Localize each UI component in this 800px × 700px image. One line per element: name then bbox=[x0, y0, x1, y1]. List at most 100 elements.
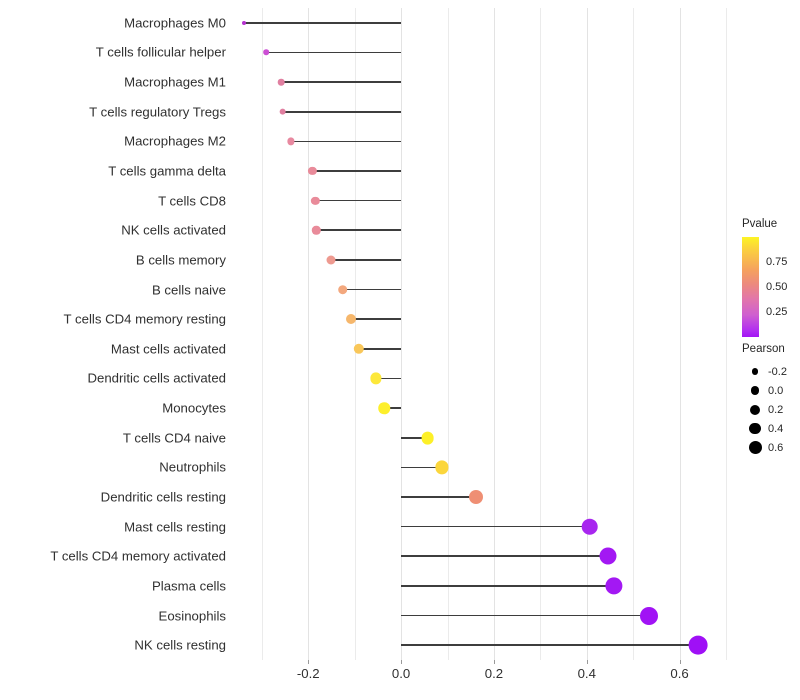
pvalue-legend-title: Pvalue bbox=[742, 218, 778, 230]
pearson-legend-dot bbox=[748, 441, 762, 454]
lollipop-point[interactable] bbox=[311, 226, 321, 235]
lollipop-stem bbox=[358, 348, 402, 350]
lollipop-point[interactable] bbox=[435, 460, 449, 474]
x-axis: -0.2 0.0 0.2 0.4 0.6 bbox=[234, 660, 726, 690]
lollipop-stem bbox=[376, 377, 402, 380]
lollipop-point[interactable] bbox=[421, 431, 434, 445]
pearson-legend-dot bbox=[750, 404, 760, 415]
lollipop-stem bbox=[401, 555, 609, 558]
y-axis-labels: Macrophages M0 T cells follicular helper M… bbox=[0, 8, 226, 660]
x-axis-tick-label: 0.6 bbox=[670, 666, 689, 681]
y-axis-tick-label: Dendritic cells resting bbox=[100, 489, 226, 505]
colorbar-tick-mark bbox=[759, 262, 763, 263]
pearson-legend-label: 0.6 bbox=[768, 441, 784, 454]
gridline-major bbox=[679, 8, 681, 660]
pearson-legend-label: 0.4 bbox=[768, 422, 784, 435]
pearson-legend-dot-cell bbox=[742, 386, 768, 395]
pearson-legend-dot bbox=[750, 386, 760, 395]
lollipop-point[interactable] bbox=[581, 518, 598, 535]
pearson-legend-entry: 0.2 bbox=[742, 400, 800, 419]
y-axis-tick-label: B cells naive bbox=[151, 281, 226, 297]
colorbar-tick-label: 0.25 bbox=[766, 306, 788, 318]
lollipop-stem bbox=[401, 585, 615, 587]
lollipop-point[interactable] bbox=[353, 343, 365, 355]
pearson-legend-dot bbox=[749, 422, 761, 435]
lollipop-point[interactable] bbox=[688, 635, 708, 655]
lollipop-point[interactable] bbox=[241, 20, 246, 25]
lollipop-stem bbox=[266, 51, 402, 54]
y-axis-tick-label: Monocytes bbox=[162, 400, 226, 416]
lollipop-point[interactable] bbox=[599, 547, 617, 565]
pearson-legend-label: -0.2 bbox=[768, 365, 787, 378]
y-axis-tick-label: T cells gamma delta bbox=[108, 163, 226, 179]
x-axis-tick-mark bbox=[308, 660, 310, 664]
pearson-legend-entry: 0.0 bbox=[742, 381, 800, 400]
pearson-size-legend: Pearson -0.2 0.0 0.2 0.4 0.6 bbox=[742, 343, 800, 457]
lollipop-point[interactable] bbox=[279, 108, 287, 116]
y-axis-tick-label: T cells regulatory Tregs bbox=[89, 104, 226, 120]
x-axis-tick-label: 0.0 bbox=[391, 666, 411, 681]
lollipop-point[interactable] bbox=[345, 314, 356, 325]
lollipop-stem bbox=[401, 496, 477, 498]
lollipop-stem bbox=[282, 110, 402, 113]
x-axis-tick-label: -0.2 bbox=[296, 666, 320, 681]
y-axis-tick-label: Mast cells resting bbox=[124, 519, 226, 535]
pearson-legend-label: 0.2 bbox=[768, 403, 784, 416]
gridline-minor bbox=[261, 8, 263, 660]
y-axis-tick-label: T cells CD4 naive bbox=[122, 430, 226, 446]
x-axis-tick-mark bbox=[401, 660, 403, 664]
lollipop-point[interactable] bbox=[605, 577, 623, 595]
lollipop-stem bbox=[315, 199, 402, 202]
x-axis-tick-mark bbox=[679, 660, 681, 664]
gridline-major bbox=[401, 8, 403, 660]
y-axis-tick-label: Plasma cells bbox=[151, 578, 226, 594]
gridline-minor bbox=[354, 8, 356, 660]
x-axis-tick-mark bbox=[586, 660, 588, 664]
lollipop-stem bbox=[243, 22, 402, 24]
gridline-major bbox=[308, 8, 310, 660]
lollipop-stem bbox=[290, 140, 402, 143]
lollipop-point[interactable] bbox=[469, 490, 484, 504]
y-axis-tick-label: Macrophages M0 bbox=[124, 15, 226, 31]
lollipop-point[interactable] bbox=[311, 196, 320, 205]
lollipop-point[interactable] bbox=[263, 49, 269, 56]
y-axis-tick-label: Macrophages M1 bbox=[124, 74, 226, 90]
lollipop-point[interactable] bbox=[370, 372, 382, 385]
pearson-legend-entry: 0.4 bbox=[742, 419, 800, 438]
y-axis-tick-label: Macrophages M2 bbox=[124, 133, 226, 149]
y-axis-tick-label: NK cells resting bbox=[134, 637, 226, 653]
lollipop-point[interactable] bbox=[378, 402, 391, 414]
colorbar-tick-mark bbox=[759, 312, 763, 313]
y-axis-tick-label: Neutrophils bbox=[159, 459, 226, 475]
lollipop-stem bbox=[342, 288, 402, 291]
pvalue-colorbar: 0.25 0.50 0.75 bbox=[742, 237, 787, 337]
x-axis-tick-label: 0.2 bbox=[484, 666, 504, 681]
lollipop-point[interactable] bbox=[278, 78, 285, 86]
lollipop-point[interactable] bbox=[287, 137, 295, 145]
pearson-legend-dot-cell bbox=[742, 368, 768, 375]
plot-panel bbox=[234, 8, 727, 660]
gridline-major bbox=[493, 8, 495, 660]
y-axis-tick-label: T cells follicular helper bbox=[95, 44, 226, 60]
pearson-legend-dot-cell bbox=[742, 422, 768, 435]
lollipop-stem bbox=[401, 436, 428, 439]
gridline-minor bbox=[540, 8, 542, 660]
pearson-legend-label: 0.0 bbox=[768, 384, 784, 397]
pearson-legend-dot-cell bbox=[742, 441, 768, 454]
lollipop-point[interactable] bbox=[308, 166, 317, 176]
y-axis-tick-label: Dendritic cells activated bbox=[87, 370, 226, 386]
lollipop-stem bbox=[316, 229, 402, 232]
gridline-minor bbox=[633, 8, 635, 660]
lollipop-stem bbox=[330, 259, 402, 261]
lollipop-point[interactable] bbox=[640, 606, 659, 625]
x-axis-tick-mark bbox=[493, 660, 495, 664]
lollipop-point[interactable] bbox=[326, 255, 336, 265]
lollipop-stem bbox=[384, 407, 402, 409]
lollipop-point[interactable] bbox=[337, 284, 348, 295]
pearson-legend-entry: -0.2 bbox=[742, 362, 800, 381]
y-axis-tick-label: NK cells activated bbox=[121, 222, 226, 238]
gridline-minor bbox=[726, 8, 727, 660]
y-axis-tick-label: B cells memory bbox=[135, 252, 226, 268]
lollipop-stem bbox=[312, 170, 402, 172]
